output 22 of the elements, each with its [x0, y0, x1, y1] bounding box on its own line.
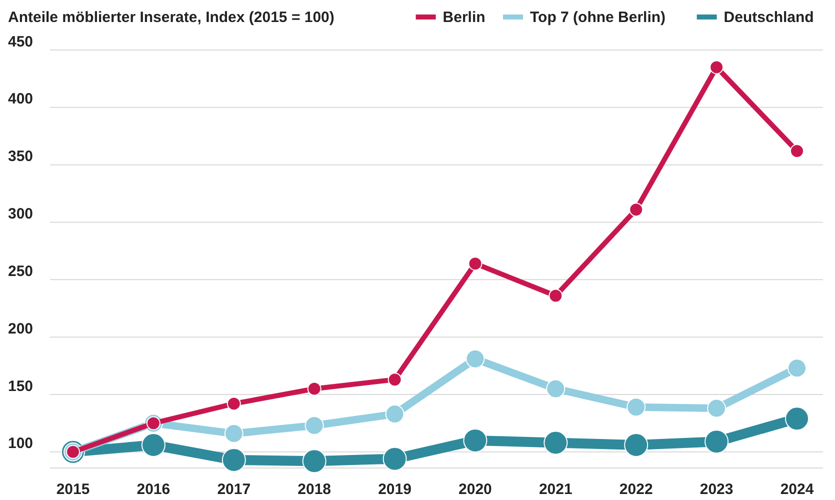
x-tick-label: 2024	[780, 481, 814, 498]
y-tick-label: 200	[8, 320, 34, 338]
x-tick-label: 2018	[298, 481, 332, 498]
chart-title: Anteile möblierter Inserate, Index (2015 = 100)	[8, 9, 334, 26]
y-tick-label: 300	[8, 206, 34, 223]
x-tick-label: 2015	[56, 481, 90, 498]
legend-label: Berlin	[442, 9, 486, 26]
x-tick-label: 2023	[700, 481, 734, 498]
x-tick-label: 2022	[619, 481, 653, 498]
x-tick-label: 2020	[458, 481, 492, 498]
y-tick-label: 400	[8, 90, 34, 108]
x-tick-label: 2016	[136, 481, 170, 498]
x-tick-label: 2017	[217, 481, 251, 498]
y-tick-label: 100	[8, 435, 34, 452]
legend-label: Deutschland	[724, 9, 814, 26]
legend-label: Top 7 (ohne Berlin)	[530, 9, 666, 26]
y-tick-label: 350	[8, 148, 34, 166]
x-tick-label: 2021	[538, 481, 572, 498]
y-tick-label: 450	[8, 33, 34, 50]
y-tick-label: 250	[8, 262, 34, 280]
x-tick-label: 2019	[378, 481, 412, 498]
y-tick-label: 150	[8, 378, 34, 395]
